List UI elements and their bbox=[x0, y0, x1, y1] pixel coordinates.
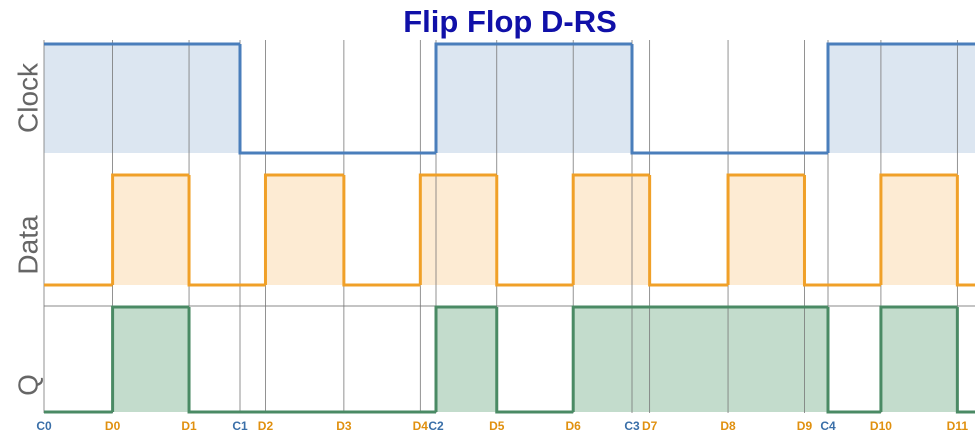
edge-label: D2 bbox=[258, 419, 274, 433]
signals bbox=[44, 42, 975, 414]
edge-label: D1 bbox=[181, 419, 197, 433]
edge-label: D8 bbox=[720, 419, 736, 433]
signal-segment bbox=[187, 307, 436, 414]
signal-segment bbox=[879, 305, 958, 412]
level-fill bbox=[112, 307, 190, 412]
signal-segment bbox=[826, 42, 975, 153]
signal-segment bbox=[879, 173, 958, 285]
signal-segment bbox=[342, 175, 421, 287]
edge-label: D7 bbox=[642, 419, 658, 433]
edge-label: C4 bbox=[820, 419, 836, 433]
chart-title: Flip Flop D-RS bbox=[403, 4, 617, 39]
edge-label: C0 bbox=[36, 419, 52, 433]
signal-segment bbox=[726, 173, 805, 285]
level-fill bbox=[573, 307, 828, 412]
lane-label: Q bbox=[12, 374, 43, 396]
signal-segment bbox=[263, 173, 344, 285]
level-fill bbox=[880, 175, 958, 285]
fills bbox=[44, 44, 975, 412]
edge-label: D9 bbox=[797, 419, 813, 433]
level-fill bbox=[420, 175, 497, 285]
signal-segment bbox=[434, 305, 497, 412]
signal-segment bbox=[571, 305, 828, 412]
signal-segment bbox=[111, 173, 190, 285]
signal-segment bbox=[418, 173, 497, 285]
signal-segment bbox=[111, 305, 190, 412]
lane-label: Data bbox=[12, 215, 43, 275]
signal-segment bbox=[955, 307, 975, 414]
signal-segment bbox=[826, 307, 881, 414]
signal-segment bbox=[571, 173, 650, 285]
signal-segment bbox=[495, 307, 574, 414]
level-fill bbox=[828, 44, 975, 153]
signal-segment bbox=[434, 42, 632, 153]
level-fill bbox=[573, 175, 650, 285]
edge-label: D5 bbox=[489, 419, 505, 433]
level-fill bbox=[436, 307, 497, 412]
level-fill bbox=[436, 44, 632, 153]
edge-label: C3 bbox=[624, 419, 640, 433]
signal-segment bbox=[802, 175, 881, 287]
level-fill bbox=[728, 175, 805, 285]
signal-segment bbox=[495, 175, 574, 287]
lane-label: Clock bbox=[12, 62, 43, 133]
level-fill bbox=[265, 175, 344, 285]
signal-segment bbox=[238, 44, 436, 155]
edge-label: D10 bbox=[870, 419, 892, 433]
level-fill bbox=[44, 44, 240, 153]
signal-segment bbox=[187, 175, 266, 287]
signal-segment bbox=[955, 175, 975, 287]
signal-segment bbox=[630, 44, 828, 155]
signal-segment bbox=[648, 175, 729, 287]
edge-label: D6 bbox=[566, 419, 582, 433]
edge-label: C1 bbox=[232, 419, 248, 433]
edge-label: D11 bbox=[947, 419, 969, 433]
edge-label: C2 bbox=[428, 419, 444, 433]
edge-label: D4 bbox=[413, 419, 429, 433]
edge-label: D3 bbox=[336, 419, 352, 433]
level-fill bbox=[880, 307, 958, 412]
edge-label: D0 bbox=[105, 419, 121, 433]
level-fill bbox=[112, 175, 190, 285]
